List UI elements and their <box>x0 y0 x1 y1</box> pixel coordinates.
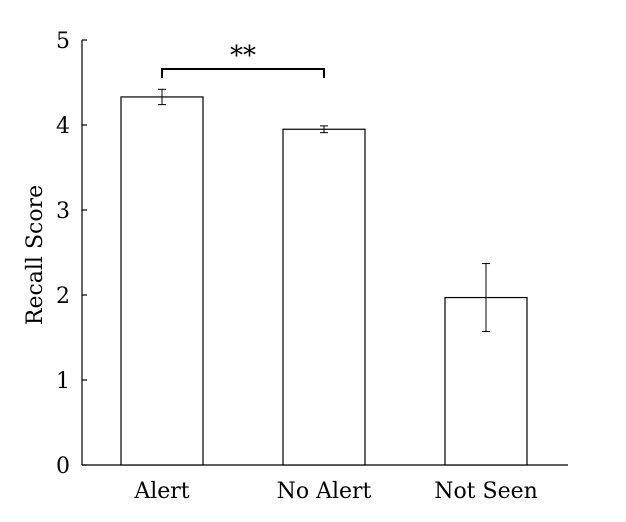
y-ticks: 0 1 2 3 4 5 <box>56 29 87 479</box>
y-tick-label: 5 <box>56 29 70 54</box>
x-tick-label: No Alert <box>277 479 372 504</box>
error-bar-not-seen <box>482 263 490 333</box>
error-bars <box>158 88 490 333</box>
error-bar-no-alert <box>320 125 328 134</box>
y-tick-label: 2 <box>56 284 70 309</box>
significance-bracket-line <box>161 68 325 78</box>
bar-alert <box>120 96 204 466</box>
significance-label: ** <box>230 41 256 71</box>
x-tick-label: Alert <box>133 479 189 504</box>
x-tick-label: Not Seen <box>434 479 538 504</box>
y-axis-label: Recall Score <box>23 185 48 325</box>
error-bar-alert <box>158 88 166 106</box>
x-tick-labels: Alert No Alert Not Seen <box>133 479 537 504</box>
y-tick-label: 3 <box>56 199 70 224</box>
y-tick-label: 0 <box>56 454 70 479</box>
y-tick-label: 4 <box>56 114 70 139</box>
bar-no-alert <box>282 128 366 466</box>
significance-bracket: ** <box>161 41 325 78</box>
y-tick-label: 1 <box>56 369 70 394</box>
bars <box>120 96 528 466</box>
